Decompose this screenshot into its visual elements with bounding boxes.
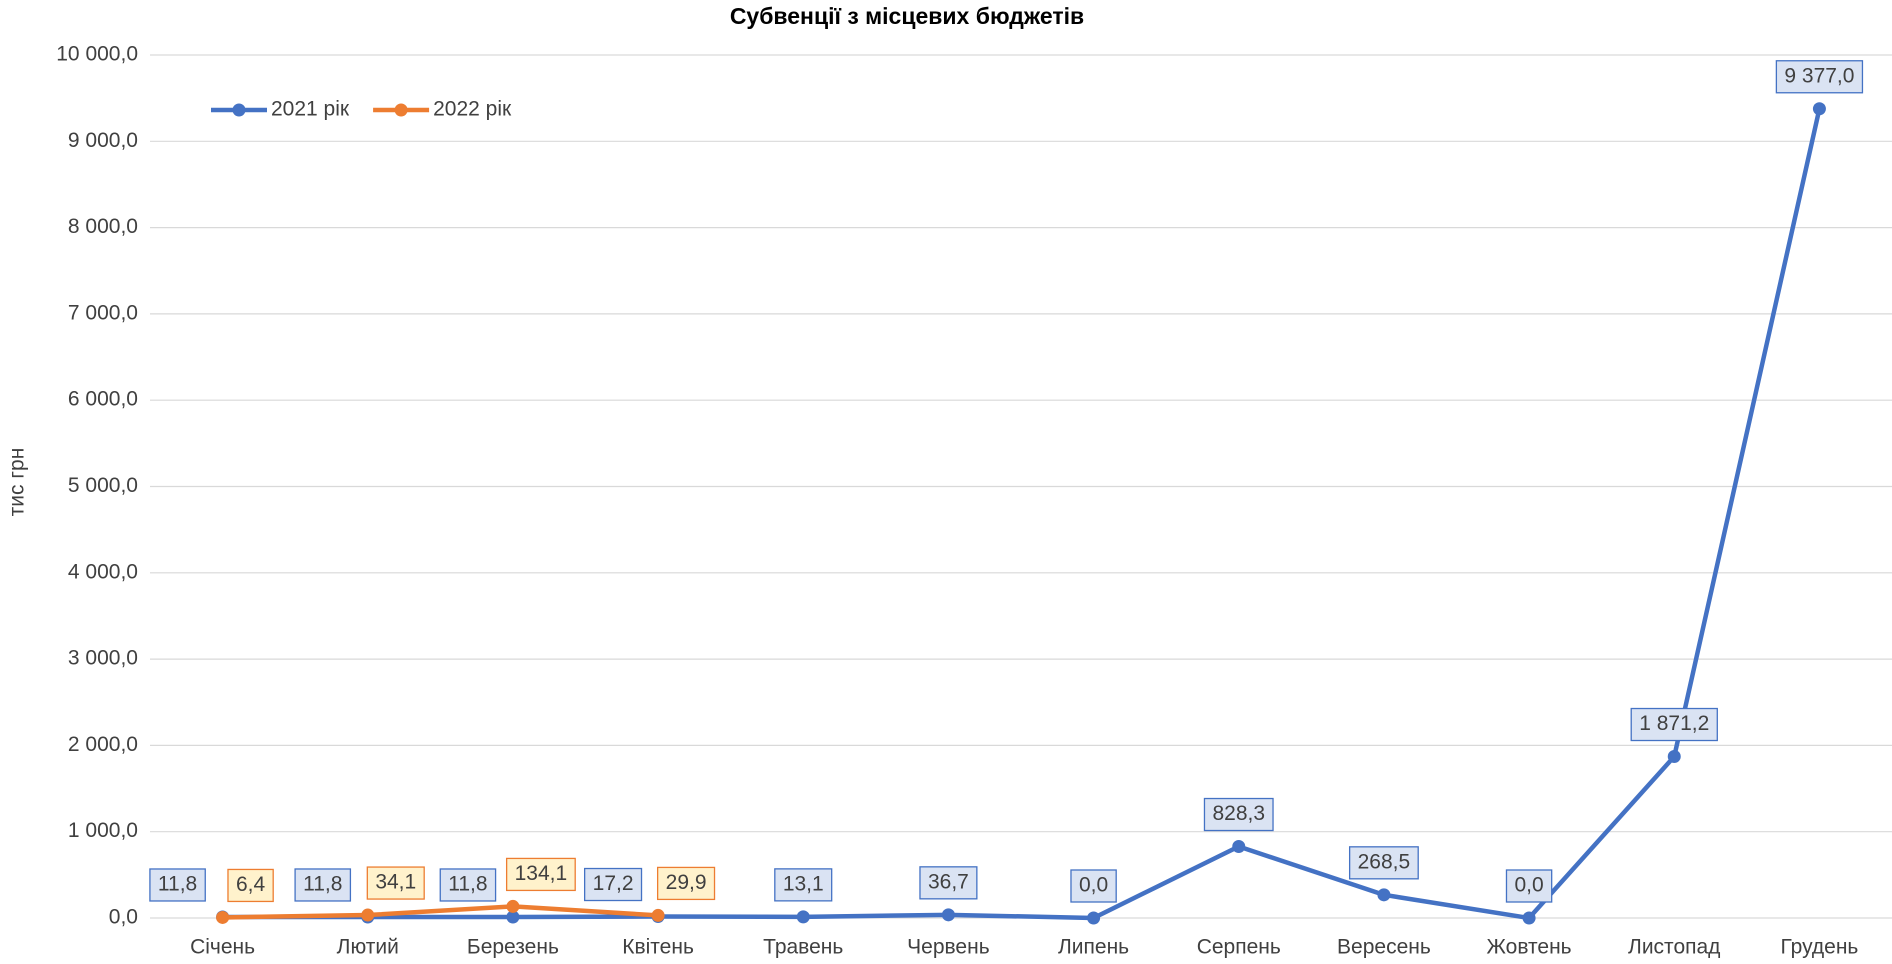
data-label: 1 871,2 bbox=[1639, 712, 1709, 735]
x-tick-label: Травень bbox=[763, 936, 843, 959]
y-tick-label: 4 000,0 bbox=[68, 560, 138, 583]
x-tick-label: Вересень bbox=[1337, 936, 1431, 959]
y-tick-label: 6 000,0 bbox=[68, 388, 138, 411]
x-tick-label: Листопад bbox=[1628, 936, 1720, 959]
data-label: 29,9 bbox=[666, 871, 707, 894]
data-label: 0,0 bbox=[1514, 874, 1543, 897]
data-label-box bbox=[583, 867, 643, 902]
data-label-box bbox=[149, 868, 206, 902]
data-label: 11,8 bbox=[448, 873, 487, 896]
x-tick-label: Серпень bbox=[1197, 936, 1281, 959]
data-label: 17,2 bbox=[593, 872, 634, 895]
data-label: 13,1 bbox=[783, 872, 824, 895]
data-label: 36,7 bbox=[928, 870, 969, 893]
data-point bbox=[1087, 911, 1101, 925]
data-point bbox=[1232, 840, 1246, 854]
data-point bbox=[1667, 750, 1681, 764]
x-tick-label: Квітень bbox=[622, 936, 694, 959]
data-label: 11,8 bbox=[303, 873, 342, 896]
data-label-box bbox=[774, 868, 833, 902]
chart-title: Субвенції з місцевих бюджетів bbox=[730, 3, 1084, 29]
data-label: 11,8 bbox=[158, 873, 197, 896]
x-tick-label: Грудень bbox=[1780, 936, 1858, 959]
legend-marker bbox=[232, 103, 246, 117]
data-point bbox=[796, 910, 810, 924]
y-tick-label: 9 000,0 bbox=[68, 129, 138, 152]
x-tick-label: Березень bbox=[467, 936, 559, 959]
x-tick-label: Жовтень bbox=[1487, 936, 1572, 959]
data-label-box bbox=[1505, 869, 1553, 903]
data-label-box bbox=[1630, 707, 1718, 742]
data-label-box bbox=[1070, 869, 1117, 903]
data-point bbox=[506, 899, 520, 913]
data-label-box bbox=[227, 868, 274, 903]
y-tick-label: 2 000,0 bbox=[68, 733, 138, 756]
x-tick-label: Липень bbox=[1058, 936, 1129, 959]
data-label-box bbox=[1775, 60, 1864, 94]
data-label-box bbox=[505, 857, 576, 892]
data-point bbox=[651, 908, 665, 922]
data-label: 0,0 bbox=[1079, 874, 1108, 897]
data-label-box bbox=[1203, 797, 1274, 832]
data-label: 34,1 bbox=[375, 871, 416, 894]
data-point bbox=[941, 908, 955, 922]
legend-label: 2021 рік bbox=[271, 98, 350, 121]
data-point bbox=[1812, 102, 1826, 116]
data-label: 6,4 bbox=[236, 873, 266, 896]
series-line bbox=[222, 904, 659, 920]
y-tick-label: 3 000,0 bbox=[68, 647, 138, 670]
x-tick-label: Червень bbox=[907, 936, 990, 959]
y-tick-label: 5 000,0 bbox=[68, 474, 138, 497]
data-label-box bbox=[294, 868, 352, 902]
data-label-box bbox=[439, 868, 497, 902]
data-label-box bbox=[656, 866, 716, 901]
data-point bbox=[216, 910, 230, 924]
series-line bbox=[222, 108, 1822, 921]
data-label: 268,5 bbox=[1358, 850, 1411, 873]
data-label-box bbox=[366, 866, 425, 900]
legend-marker bbox=[394, 103, 408, 117]
x-tick-label: Січень bbox=[190, 936, 255, 959]
data-point bbox=[506, 910, 520, 924]
data-label-box bbox=[919, 866, 978, 900]
y-tick-label: 7 000,0 bbox=[68, 301, 138, 324]
y-tick-label: 1 000,0 bbox=[68, 819, 138, 842]
legend-label: 2022 рік bbox=[433, 98, 512, 121]
data-label: 134,1 bbox=[515, 862, 568, 885]
y-tick-label: 0,0 bbox=[109, 906, 138, 929]
y-tick-label: 8 000,0 bbox=[68, 215, 138, 238]
data-point bbox=[1522, 911, 1536, 925]
data-point bbox=[1377, 888, 1391, 902]
data-label-box bbox=[1348, 846, 1419, 880]
y-tick-label: 10 000,0 bbox=[56, 43, 138, 66]
data-point bbox=[361, 908, 375, 922]
data-label: 9 377,0 bbox=[1784, 64, 1854, 87]
y-axis-label: тис грн bbox=[6, 448, 29, 517]
data-label: 828,3 bbox=[1212, 802, 1265, 825]
x-tick-label: Лютий bbox=[337, 936, 399, 959]
